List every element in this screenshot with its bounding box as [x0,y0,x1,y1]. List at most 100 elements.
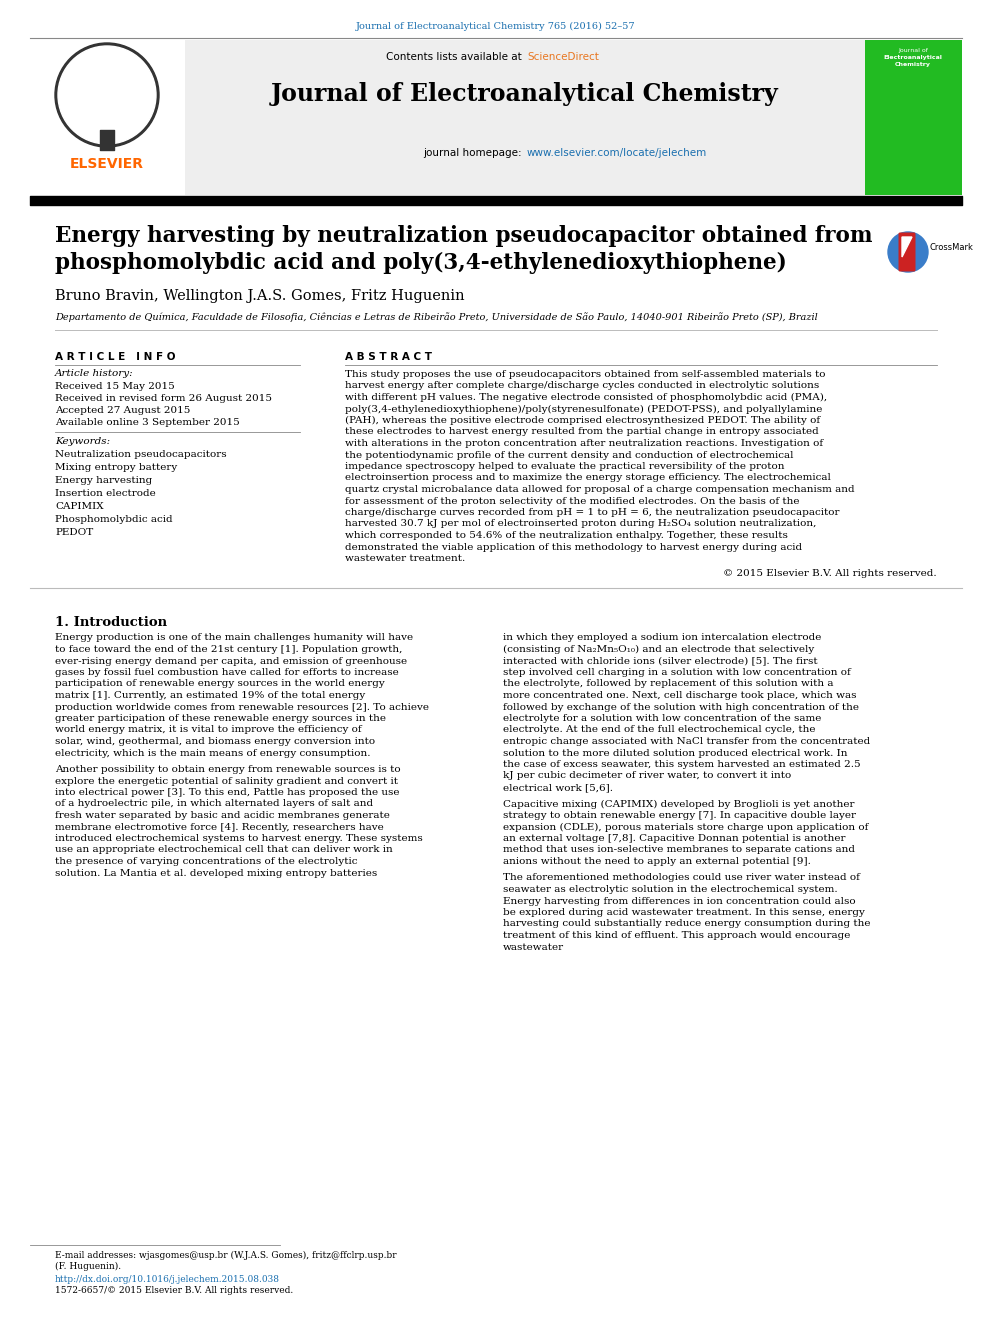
Text: phosphomolybdic acid and poly(3,4-ethylenedioxythiophene): phosphomolybdic acid and poly(3,4-ethyle… [55,251,787,274]
Text: (F. Huguenin).: (F. Huguenin). [55,1262,121,1271]
Text: world energy matrix, it is vital to improve the efficiency of: world energy matrix, it is vital to impr… [55,725,362,734]
Text: treatment of this kind of effluent. This approach would encourage: treatment of this kind of effluent. This… [503,931,850,941]
Text: © 2015 Elsevier B.V. All rights reserved.: © 2015 Elsevier B.V. All rights reserved… [723,569,937,578]
Text: fresh water separated by basic and acidic membranes generate: fresh water separated by basic and acidi… [55,811,390,820]
Text: 1572-6657/© 2015 Elsevier B.V. All rights reserved.: 1572-6657/© 2015 Elsevier B.V. All right… [55,1286,294,1295]
Text: Journal of Electroanalytical Chemistry: Journal of Electroanalytical Chemistry [271,82,779,106]
Text: electrolyte. At the end of the full electrochemical cycle, the: electrolyte. At the end of the full elec… [503,725,815,734]
Text: Capacitive mixing (CAPIMIX) developed by Broglioli is yet another: Capacitive mixing (CAPIMIX) developed by… [503,799,854,808]
Text: gases by fossil fuel combustion have called for efforts to increase: gases by fossil fuel combustion have cal… [55,668,399,677]
Text: explore the energetic potential of salinity gradient and convert it: explore the energetic potential of salin… [55,777,398,786]
Text: to face toward the end of the 21st century [1]. Population growth,: to face toward the end of the 21st centu… [55,646,403,654]
Text: Chemistry: Chemistry [895,62,931,67]
Text: Another possibility to obtain energy from renewable sources is to: Another possibility to obtain energy fro… [55,765,401,774]
Text: anions without the need to apply an external potential [9].: anions without the need to apply an exte… [503,857,810,867]
Text: production worldwide comes from renewable resources [2]. To achieve: production worldwide comes from renewabl… [55,703,429,712]
Text: the potentiodynamic profile of the current density and conduction of electrochem: the potentiodynamic profile of the curre… [345,451,794,459]
Text: quartz crystal microbalance data allowed for proposal of a charge compensation m: quartz crystal microbalance data allowed… [345,486,855,493]
Text: Bruno Bravin, Wellington J.A.S. Gomes, Fritz Huguenin: Bruno Bravin, Wellington J.A.S. Gomes, F… [55,288,464,303]
Text: Received 15 May 2015: Received 15 May 2015 [55,382,175,392]
Text: solution. La Mantia et al. developed mixing entropy batteries: solution. La Mantia et al. developed mix… [55,868,377,877]
Text: with alterations in the proton concentration after neutralization reactions. Inv: with alterations in the proton concentra… [345,439,823,448]
Text: Neutralization pseudocapacitors: Neutralization pseudocapacitors [55,450,226,459]
Text: charge/discharge curves recorded from pH = 1 to pH = 6, the neutralization pseud: charge/discharge curves recorded from pH… [345,508,839,517]
Text: electrical work [5,6].: electrical work [5,6]. [503,783,613,792]
Text: method that uses ion-selective membranes to separate cations and: method that uses ion-selective membranes… [503,845,855,855]
Text: harvesting could substantially reduce energy consumption during the: harvesting could substantially reduce en… [503,919,871,929]
Text: poly(3,4-ethylenedioxythiophene)/poly(styrenesulfonate) (PEDOT-PSS), and polyall: poly(3,4-ethylenedioxythiophene)/poly(st… [345,405,822,414]
Text: more concentrated one. Next, cell discharge took place, which was: more concentrated one. Next, cell discha… [503,691,856,700]
Text: electricity, which is the main means of energy consumption.: electricity, which is the main means of … [55,749,370,758]
Text: strategy to obtain renewable energy [7]. In capacitive double layer: strategy to obtain renewable energy [7].… [503,811,856,820]
Text: Accepted 27 August 2015: Accepted 27 August 2015 [55,406,190,415]
Text: Received in revised form 26 August 2015: Received in revised form 26 August 2015 [55,394,272,404]
Text: which corresponded to 54.6% of the neutralization enthalpy. Together, these resu: which corresponded to 54.6% of the neutr… [345,531,788,540]
Text: entropic change associated with NaCl transfer from the concentrated: entropic change associated with NaCl tra… [503,737,870,746]
Text: CAPIMIX: CAPIMIX [55,501,103,511]
Text: greater participation of these renewable energy sources in the: greater participation of these renewable… [55,714,386,722]
Circle shape [888,232,928,273]
Circle shape [58,46,156,144]
Text: matrix [1]. Currently, an estimated 19% of the total energy: matrix [1]. Currently, an estimated 19% … [55,691,365,700]
Text: 1. Introduction: 1. Introduction [55,615,167,628]
Polygon shape [902,237,912,257]
Text: Available online 3 September 2015: Available online 3 September 2015 [55,418,240,427]
Text: of a hydroelectric pile, in which alternated layers of salt and: of a hydroelectric pile, in which altern… [55,799,373,808]
Text: (PAH), whereas the positive electrode comprised electrosynthesized PEDOT. The ab: (PAH), whereas the positive electrode co… [345,415,820,425]
Text: Energy harvesting by neutralization pseudocapacitor obtained from: Energy harvesting by neutralization pseu… [55,225,873,247]
Text: an external voltage [7,8]. Capacitive Donnan potential is another: an external voltage [7,8]. Capacitive Do… [503,833,845,843]
Text: Contents lists available at: Contents lists available at [386,52,525,62]
Text: wastewater: wastewater [503,942,564,951]
Text: Phosphomolybdic acid: Phosphomolybdic acid [55,515,173,524]
Circle shape [55,44,159,147]
Text: Keywords:: Keywords: [55,437,110,446]
Text: harvest energy after complete charge/discharge cycles conducted in electrolytic : harvest energy after complete charge/dis… [345,381,819,390]
Text: ScienceDirect: ScienceDirect [527,52,599,62]
Text: The aforementioned methodologies could use river water instead of: The aforementioned methodologies could u… [503,873,860,882]
Text: Energy harvesting from differences in ion concentration could also: Energy harvesting from differences in io… [503,897,856,905]
Text: A R T I C L E   I N F O: A R T I C L E I N F O [55,352,176,363]
Text: www.elsevier.com/locate/jelechem: www.elsevier.com/locate/jelechem [527,148,707,157]
Text: Energy harvesting: Energy harvesting [55,476,152,486]
Text: impedance spectroscopy helped to evaluate the practical reversibility of the pro: impedance spectroscopy helped to evaluat… [345,462,785,471]
Text: step involved cell charging in a solution with low concentration of: step involved cell charging in a solutio… [503,668,851,677]
FancyBboxPatch shape [30,40,185,194]
Text: demonstrated the viable application of this methodology to harvest energy during: demonstrated the viable application of t… [345,542,803,552]
Text: electrolyte for a solution with low concentration of the same: electrolyte for a solution with low conc… [503,714,821,722]
Text: expansion (CDLE), porous materials store charge upon application of: expansion (CDLE), porous materials store… [503,823,868,832]
Text: kJ per cubic decimeter of river water, to convert it into: kJ per cubic decimeter of river water, t… [503,771,792,781]
Text: A B S T R A C T: A B S T R A C T [345,352,432,363]
Text: membrane electromotive force [4]. Recently, researchers have: membrane electromotive force [4]. Recent… [55,823,384,831]
Text: into electrical power [3]. To this end, Pattle has proposed the use: into electrical power [3]. To this end, … [55,789,400,796]
Text: the electrolyte, followed by replacement of this solution with a: the electrolyte, followed by replacement… [503,680,833,688]
Text: ELSEVIER: ELSEVIER [70,157,144,171]
Text: interacted with chloride ions (silver electrode) [5]. The first: interacted with chloride ions (silver el… [503,656,817,665]
Text: in which they employed a sodium ion intercalation electrode: in which they employed a sodium ion inte… [503,634,821,643]
Text: with different pH values. The negative electrode consisted of phosphomolybdic ac: with different pH values. The negative e… [345,393,827,402]
Text: harvested 30.7 kJ per mol of electroinserted proton during H₂SO₄ solution neutra: harvested 30.7 kJ per mol of electroinse… [345,520,816,528]
Text: solar, wind, geothermal, and biomass energy conversion into: solar, wind, geothermal, and biomass ene… [55,737,375,746]
Text: Mixing entropy battery: Mixing entropy battery [55,463,178,472]
Text: use an appropriate electrochemical cell that can deliver work in: use an appropriate electrochemical cell … [55,845,393,855]
Text: participation of renewable energy sources in the world energy: participation of renewable energy source… [55,680,385,688]
Text: Journal of: Journal of [898,48,928,53]
Text: This study proposes the use of pseudocapacitors obtained from self-assembled mat: This study proposes the use of pseudocap… [345,370,825,378]
Text: seawater as electrolytic solution in the electrochemical system.: seawater as electrolytic solution in the… [503,885,837,894]
Text: Article history:: Article history: [55,369,134,378]
FancyBboxPatch shape [865,40,962,194]
Text: followed by exchange of the solution with high concentration of the: followed by exchange of the solution wit… [503,703,859,712]
Text: these electrodes to harvest energy resulted from the partial change in entropy a: these electrodes to harvest energy resul… [345,427,818,437]
Text: Departamento de Química, Faculdade de Filosofia, Ciências e Letras de Ribeirão P: Departamento de Química, Faculdade de Fi… [55,312,817,321]
Text: E-mail addresses: wjasgomes@usp.br (W.J.A.S. Gomes), fritz@ffclrp.usp.br: E-mail addresses: wjasgomes@usp.br (W.J.… [55,1252,397,1259]
Text: the case of excess seawater, this system harvested an estimated 2.5: the case of excess seawater, this system… [503,759,861,769]
Text: Journal of Electroanalytical Chemistry 765 (2016) 52–57: Journal of Electroanalytical Chemistry 7… [356,22,636,32]
Text: introduced electrochemical systems to harvest energy. These systems: introduced electrochemical systems to ha… [55,833,423,843]
FancyBboxPatch shape [185,40,865,194]
Text: electroinsertion process and to maximize the energy storage efficiency. The elec: electroinsertion process and to maximize… [345,474,831,483]
Text: ever-rising energy demand per capita, and emission of greenhouse: ever-rising energy demand per capita, an… [55,656,407,665]
Text: be explored during acid wastewater treatment. In this sense, energy: be explored during acid wastewater treat… [503,908,865,917]
Text: journal homepage:: journal homepage: [424,148,525,157]
Text: solution to the more diluted solution produced electrical work. In: solution to the more diluted solution pr… [503,749,847,758]
Text: Insertion electrode: Insertion electrode [55,490,156,497]
Text: (consisting of Na₂Mn₅O₁₀) and an electrode that selectively: (consisting of Na₂Mn₅O₁₀) and an electro… [503,646,814,654]
